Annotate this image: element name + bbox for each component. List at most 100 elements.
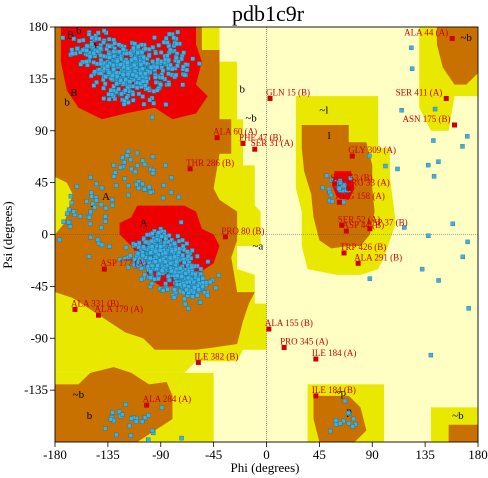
residue-point [163, 102, 169, 107]
residue-point [95, 237, 101, 243]
residue-point [137, 240, 142, 246]
residue-point [196, 277, 201, 282]
outlier-label: ALA 284 (A) [143, 394, 192, 404]
residue-point [103, 219, 108, 224]
residue-point [64, 211, 70, 217]
residue-point [135, 251, 141, 257]
residue-point [160, 288, 166, 293]
residue-point [146, 53, 152, 59]
x-tick-label: 45 [313, 447, 326, 462]
y-tick-label: 45 [35, 175, 48, 190]
residue-point [348, 175, 353, 181]
residue-point [426, 233, 431, 238]
residue-point [111, 162, 116, 168]
residue-point [465, 134, 470, 139]
residue-point [145, 86, 150, 91]
residue-point [172, 254, 177, 260]
outlier-point [214, 135, 220, 141]
residue-point [150, 45, 156, 50]
residue-point [148, 65, 154, 70]
region-allowed-right-bottom [448, 424, 478, 442]
residue-point [120, 47, 126, 52]
residue-point [166, 82, 172, 87]
chart-title: pdb1c9r [232, 1, 305, 26]
outlier-point [449, 36, 455, 42]
outlier-point [443, 95, 449, 101]
outlier-label: ALA 44 (A) [404, 28, 448, 38]
residue-point [118, 62, 123, 67]
x-tick-label: -90 [152, 447, 169, 462]
residue-point [98, 202, 104, 207]
residue-point [132, 262, 137, 268]
residue-point [159, 268, 165, 273]
residue-point [81, 37, 86, 43]
residue-point [129, 166, 134, 172]
residue-point [182, 72, 188, 78]
residue-point [158, 50, 164, 55]
residue-point [150, 171, 156, 176]
residue-point [148, 250, 153, 255]
residue-point [171, 35, 177, 41]
residue-point [181, 64, 186, 70]
residue-point [164, 36, 169, 41]
residue-point [460, 254, 466, 260]
residue-point [466, 306, 471, 311]
residue-point [84, 43, 90, 49]
residue-point [140, 66, 145, 71]
residue-point [113, 70, 119, 75]
residue-point [152, 35, 157, 40]
region-label: ~b [452, 410, 464, 422]
residue-point [342, 183, 348, 189]
residue-point [176, 250, 182, 255]
residue-point [141, 102, 147, 107]
residue-point [103, 214, 108, 219]
residue-point [136, 76, 142, 81]
region-label: A [102, 191, 110, 203]
residue-point [135, 44, 141, 49]
region-label: b [87, 410, 93, 422]
outlier-label: PHE 47 (B) [239, 132, 282, 142]
residue-point [409, 45, 414, 51]
residue-point [91, 51, 97, 56]
residue-point [184, 67, 190, 73]
residue-point [69, 51, 75, 56]
residue-point [150, 59, 155, 64]
residue-point [94, 181, 99, 186]
residue-point [180, 252, 185, 258]
outlier-point [346, 185, 352, 191]
outlier-label: ILE 184 (B) [312, 385, 356, 395]
residue-point [337, 186, 342, 191]
region-label: b [239, 84, 245, 96]
residue-point [182, 301, 188, 307]
residue-point [148, 269, 153, 274]
residue-point [146, 437, 151, 442]
residue-point [192, 285, 197, 290]
residue-point [426, 162, 431, 168]
residue-point [91, 60, 96, 65]
outlier-label: PRO 345 (A) [280, 336, 328, 346]
residue-point [66, 219, 71, 225]
residue-point [329, 177, 334, 183]
residue-point [117, 257, 123, 262]
residue-point [154, 65, 160, 70]
residue-point [132, 169, 138, 175]
residue-point [143, 83, 148, 88]
residue-point [350, 424, 356, 429]
residue-point [132, 56, 138, 61]
x-axis-label: Phi (degrees) [231, 460, 300, 475]
residue-point [198, 266, 204, 272]
residue-point [139, 277, 144, 282]
residue-point [436, 278, 441, 283]
y-tick-label: 90 [35, 123, 48, 138]
region-label: ~p [335, 387, 347, 399]
residue-point [88, 209, 93, 215]
outlier-point [349, 153, 355, 159]
residue-point [126, 192, 131, 198]
residue-point [169, 268, 174, 274]
outlier-point [252, 146, 258, 152]
residue-point [149, 428, 155, 433]
residue-point [190, 248, 195, 253]
residue-point [190, 294, 195, 299]
residue-point [174, 273, 180, 278]
residue-point [177, 265, 183, 271]
